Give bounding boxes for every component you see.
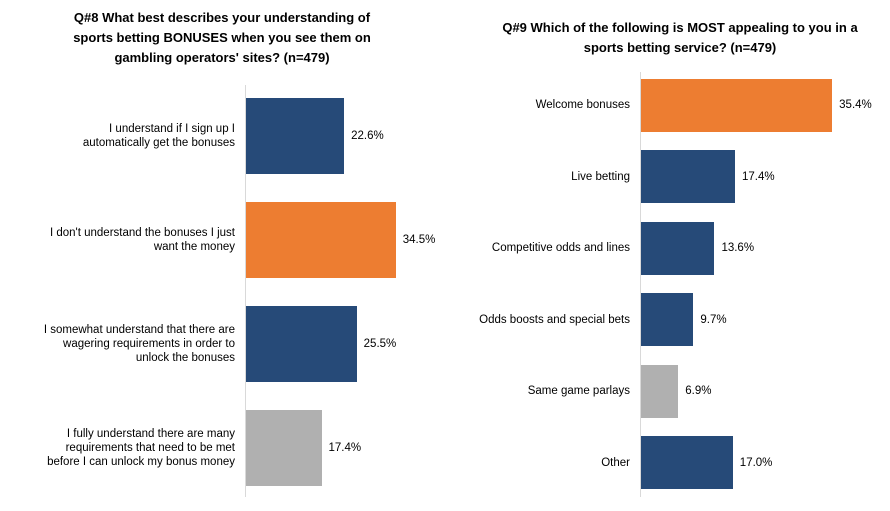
bar <box>246 410 322 486</box>
value-label: 34.5% <box>402 234 436 246</box>
category-label: Other <box>601 456 630 469</box>
value-label: 17.4% <box>741 170 775 183</box>
category-label: Live betting <box>571 170 630 183</box>
bar <box>246 98 345 174</box>
bar <box>641 150 735 203</box>
value-label: 9.7% <box>700 313 727 326</box>
value-label: 17.4% <box>328 442 362 454</box>
bar <box>641 78 833 132</box>
category-label: Odds boosts and special bets <box>479 313 630 326</box>
chart-title: Q#8 What best describes your understandi… <box>73 10 371 65</box>
value-label: 17.0% <box>739 456 773 469</box>
value-label: 6.9% <box>685 385 712 397</box>
axis-line <box>640 72 641 497</box>
value-label: 35.4% <box>839 99 872 111</box>
bar <box>641 364 679 418</box>
category-label: Same game parlays <box>527 385 630 397</box>
bar <box>641 436 733 489</box>
bar <box>246 202 396 278</box>
chart-title: Q#9 Which of the following is MOST appea… <box>502 20 858 55</box>
value-label: 25.5% <box>363 338 397 350</box>
value-label: 13.6% <box>721 242 755 254</box>
category-label: I somewhat understand that there are wag… <box>43 324 235 364</box>
value-label: 22.6% <box>351 130 384 142</box>
category-label: Competitive odds and lines <box>491 242 630 254</box>
bar <box>641 293 694 346</box>
category-label: Welcome bonuses <box>535 99 630 111</box>
bar <box>641 221 715 275</box>
category-label: I fully understand there are many requir… <box>47 428 235 468</box>
bar <box>246 306 357 382</box>
category-label: I understand if I sign up I automaticall… <box>82 123 235 149</box>
category-label: I don't understand the bonuses I just wa… <box>49 227 235 253</box>
axis-line <box>245 85 246 497</box>
